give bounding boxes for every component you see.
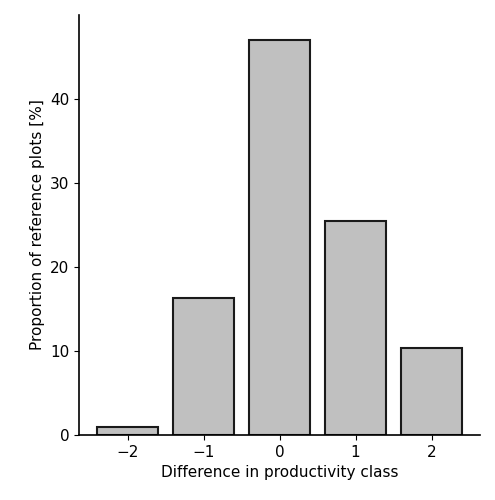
- Bar: [173, 298, 234, 435]
- Y-axis label: Proportion of reference plots [%]: Proportion of reference plots [%]: [30, 100, 45, 350]
- Bar: [249, 40, 310, 435]
- X-axis label: Difference in productivity class: Difference in productivity class: [161, 466, 398, 480]
- Bar: [98, 426, 158, 435]
- Bar: [401, 348, 462, 435]
- Bar: [325, 221, 386, 435]
